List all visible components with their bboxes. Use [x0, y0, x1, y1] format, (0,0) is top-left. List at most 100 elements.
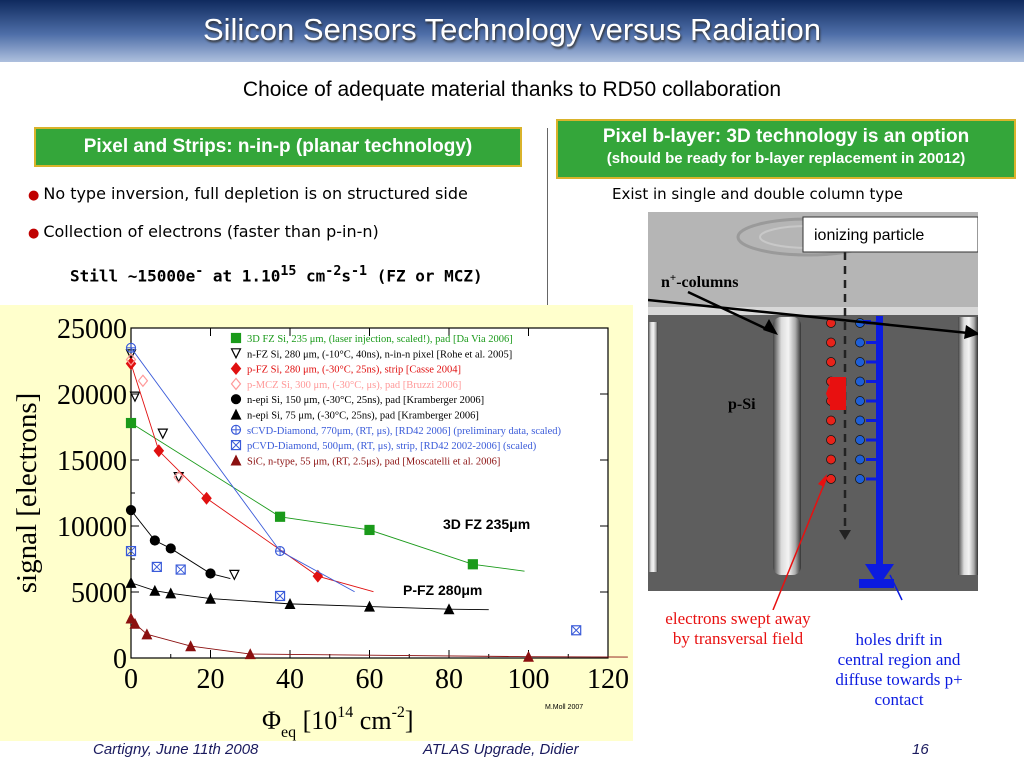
data-point: [173, 470, 184, 484]
hole-path-tick: [866, 380, 878, 383]
data-point: [201, 491, 212, 505]
data-point: [165, 543, 176, 554]
data-point: [230, 454, 242, 466]
bullet-text: No type inversion, full depletion is on …: [43, 184, 468, 203]
annotation-credit: M.Moll 2007: [545, 704, 583, 711]
hole-dot: [855, 474, 865, 484]
data-point: [205, 592, 216, 604]
electron-dot: [826, 357, 836, 367]
x-tick-label: 20: [197, 664, 225, 695]
electron-dot: [826, 435, 836, 445]
hole-path-tick: [866, 360, 878, 364]
data-point: [284, 598, 296, 609]
data-point: [228, 569, 240, 581]
chart-svg: 0 20 40 60 80 100 120 0 5000 10000 15000 20000 25000…: [11, 314, 629, 741]
data-point: [173, 472, 185, 484]
legend-label: n-epi Si, 150 μm, (-30°C, 25ns), pad [Kr…: [247, 395, 484, 406]
data-point: [467, 559, 478, 570]
hole-path-tick: [866, 399, 878, 403]
data-point: [125, 505, 137, 516]
legend-label: SiC, n-type, 55 μm, (RT, 2.5μs), pad [Mo…: [247, 456, 500, 467]
data-point: [364, 524, 375, 536]
ionizing-particle-label: ionizing particle: [814, 227, 924, 244]
bullet-item: ● Collection of electrons (faster than p-…: [28, 222, 379, 241]
electron-dot: [826, 415, 836, 426]
legend-label: n-FZ Si, 280 μm, (-10°C, 40ns), n-in-n p…: [247, 349, 512, 360]
electron-dot: [826, 454, 836, 465]
hole-path-tick: [866, 438, 878, 442]
data-series: [125, 576, 489, 615]
hole-dot: [855, 376, 865, 387]
data-point: [274, 590, 286, 602]
y-tick-label: 10000: [57, 512, 127, 543]
data-point: [165, 587, 177, 599]
data-series: [125, 505, 231, 579]
data-point: [274, 511, 286, 522]
hole-dot: [855, 396, 865, 406]
data-point: [153, 444, 165, 458]
y-tick-label: 0: [113, 644, 127, 675]
x-axis-label: Φeq [1014 cm-2]: [262, 704, 414, 741]
data-point-cross: [126, 546, 136, 556]
legend-label: sCVD-Diamond, 770μm, (RT, μs), [RD42 200…: [247, 426, 561, 437]
data-series: [125, 353, 184, 484]
y-tick-label: 25000: [57, 314, 127, 345]
data-point: [185, 640, 197, 652]
data-point: [230, 377, 242, 391]
3d-box-title: Pixel b-layer: 3D technology is an optio…: [602, 126, 970, 147]
data-point-cross: [151, 562, 162, 572]
hole-drift-arrow: [876, 316, 883, 569]
data-series: [125, 612, 628, 662]
data-point: [125, 545, 137, 557]
y-tick-label: 20000: [57, 380, 127, 411]
data-point: [149, 535, 160, 546]
hole-dot: [855, 357, 865, 367]
data-point: [137, 374, 149, 388]
title-bar: Silicon Sensors Technology versus Radiat…: [0, 0, 1024, 62]
data-point: [149, 584, 161, 596]
hole-path-tick: [866, 419, 878, 422]
electron-dot: [826, 337, 836, 348]
holes-caption: holes drift in central region and diffuse …: [835, 630, 963, 709]
data-point: [230, 408, 242, 420]
data-point-cross: [175, 564, 186, 575]
data-point: [125, 576, 137, 588]
signal-statement: Still ~15000e- at 1.1015 cm-2s-1 (FZ or …: [70, 264, 483, 286]
slide-title: Silicon Sensors Technology versus Radiat…: [202, 12, 822, 47]
data-point-cross: [275, 591, 285, 601]
caption-pointers: [772, 474, 903, 610]
legend-label: p-MCZ Si, 300 μm, (-30°C, μs), pad [Bruz…: [247, 380, 461, 391]
data-point: [230, 332, 242, 344]
3d-box-note: (should be ready for b-layer replacement…: [606, 150, 966, 167]
y-axis-label: signal [electrons]: [11, 393, 43, 594]
annotation-3d-fz: 3D FZ 235μm: [443, 516, 530, 532]
data-point: [125, 612, 137, 624]
footer-location-date: Cartigny, June 11th 2008: [93, 741, 259, 758]
signal-vs-fluence-chart: 0 20 40 60 80 100 120 0 5000 10000 15000 20000 25000…: [0, 305, 633, 741]
data-point: [364, 600, 375, 612]
legend-label: 3D FZ Si, 235 μm, (laser injection, scal…: [247, 334, 513, 345]
hole-dot: [855, 415, 865, 426]
data-point: [205, 568, 216, 579]
bullet-dot-icon: ●: [28, 226, 40, 241]
x-tick-label: 100: [508, 664, 550, 695]
data-point: [571, 625, 582, 636]
planar-technology-box: Pixel and Strips: n-in-p (planar technol…: [34, 127, 522, 167]
x-tick-label: 60: [356, 664, 384, 695]
hole-path-tick: [866, 458, 878, 461]
data-series: [125, 545, 582, 636]
electron-drift-arrow: [826, 377, 846, 410]
data-point: [230, 394, 242, 405]
y-tick-label: 5000: [71, 578, 127, 609]
bullet-dot-icon: ●: [28, 188, 40, 203]
data-point: [125, 353, 137, 367]
y-tick-label: 15000: [57, 446, 127, 477]
3d-technology-box: Pixel b-layer: 3D technology is an optio…: [556, 119, 1016, 179]
3d-sensor-micrograph: ionizing particle n+-columns p-Si: [648, 212, 978, 591]
hole-dot: [855, 454, 865, 465]
bullet-text: Collection of electrons (faster than p-i…: [43, 222, 379, 241]
data-series: [125, 417, 525, 572]
3d-types-note: Exist in single and double column type: [612, 185, 903, 203]
hole-dot: [855, 435, 865, 445]
data-point: [157, 428, 169, 440]
